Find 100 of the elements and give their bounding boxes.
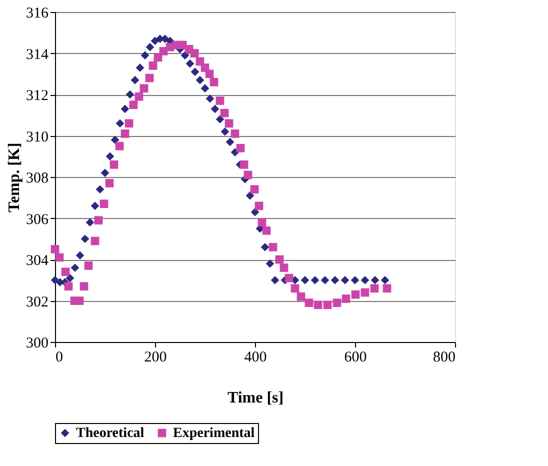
point (360, 288, 370, 297)
point (100, 200, 108, 208)
point (126, 90, 134, 99)
point (330, 276, 340, 284)
y-tick-label: 300 (26, 336, 48, 352)
point (94, 216, 103, 224)
point (284, 274, 294, 282)
x-tick-label: 400 (244, 350, 267, 366)
point (146, 42, 154, 52)
point (236, 144, 245, 152)
point (220, 108, 229, 118)
point (350, 276, 360, 284)
point (80, 234, 90, 244)
point (130, 76, 140, 84)
point (304, 298, 314, 307)
point (80, 282, 88, 290)
point (310, 276, 320, 284)
y-tick-label: 302 (26, 294, 48, 310)
point (250, 185, 259, 194)
y-tick-label: 312 (26, 88, 48, 104)
point (351, 290, 360, 299)
point (136, 64, 144, 72)
point (76, 251, 84, 260)
point (120, 104, 130, 114)
x-tick-label: 0 (56, 350, 63, 366)
point (380, 276, 390, 284)
point (314, 300, 322, 310)
point (50, 245, 60, 254)
point (332, 298, 342, 307)
point (148, 61, 158, 70)
legend-label: Theoretical (76, 426, 144, 441)
point (105, 179, 114, 188)
legend-label: Experimental (173, 426, 255, 441)
point (200, 84, 210, 92)
point (90, 236, 100, 246)
y-tick-label: 304 (26, 253, 49, 269)
point (250, 208, 260, 216)
point (196, 76, 204, 84)
point (70, 264, 80, 272)
x-tick-label: 600 (344, 350, 367, 366)
point (145, 74, 154, 82)
point (220, 127, 230, 136)
point (190, 49, 199, 58)
point (244, 170, 252, 180)
point (86, 218, 94, 227)
point (134, 92, 144, 101)
point (120, 130, 130, 138)
point (382, 284, 392, 293)
y-axis-title: Temp. [K] (6, 142, 23, 212)
point (342, 294, 350, 303)
point (55, 253, 64, 262)
point (320, 276, 330, 284)
point (205, 70, 214, 78)
point (50, 276, 60, 284)
point (226, 138, 234, 146)
point (224, 119, 234, 128)
point (280, 264, 288, 272)
point (240, 160, 248, 169)
point (254, 202, 264, 210)
point (216, 96, 224, 105)
point (64, 282, 73, 290)
point (230, 130, 240, 138)
point (84, 262, 93, 270)
x-tick-label: 800 (433, 350, 456, 366)
point (260, 242, 270, 252)
point (110, 160, 118, 169)
point (110, 136, 120, 144)
y-tick-label: 306 (26, 212, 49, 228)
point (150, 36, 160, 46)
point (270, 276, 280, 284)
point (124, 119, 134, 128)
point (106, 152, 114, 161)
point (206, 94, 214, 103)
point (75, 296, 84, 305)
x-tick-label: 200 (144, 350, 167, 366)
x-axis-title: Time [s] (227, 390, 284, 406)
point (66, 274, 74, 282)
point (115, 142, 124, 150)
point (210, 104, 220, 114)
point (116, 119, 124, 128)
point (190, 68, 200, 76)
point (262, 226, 271, 235)
point (370, 284, 379, 293)
point (290, 284, 300, 293)
y-tick-label: 310 (26, 129, 48, 146)
point (61, 268, 70, 276)
point (258, 218, 266, 227)
point (246, 191, 254, 200)
point (90, 202, 100, 210)
point (100, 168, 110, 178)
y-tick-label: 308 (26, 170, 48, 186)
point (275, 255, 284, 264)
point (370, 276, 380, 284)
point (96, 185, 104, 194)
point (129, 100, 138, 109)
point (268, 242, 278, 252)
y-tick-label: 314 (26, 46, 49, 63)
point (340, 276, 350, 284)
point (360, 276, 370, 284)
y-tick-label: 316 (26, 6, 49, 22)
